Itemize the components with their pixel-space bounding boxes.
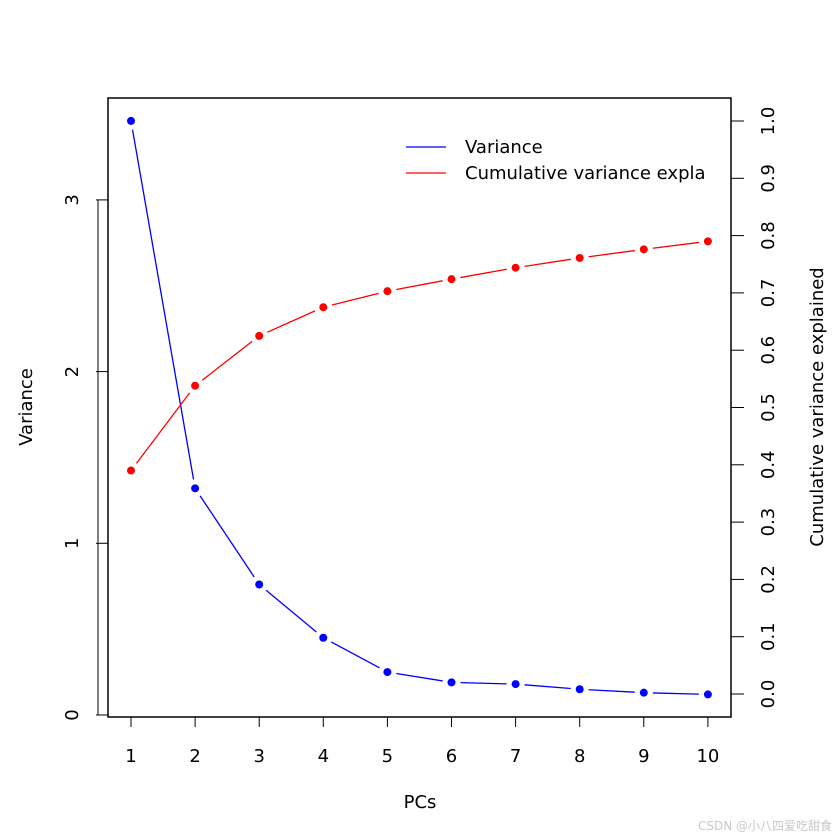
- x-axis-label: PCs: [404, 792, 437, 813]
- data-point: [703, 690, 712, 699]
- series-layer: [127, 116, 712, 699]
- y2-tick-label: 0.5: [758, 393, 779, 422]
- data-point: [127, 116, 135, 125]
- data-point: [575, 253, 584, 262]
- y2-tick-label: 0.7: [758, 279, 779, 308]
- data-point: [255, 580, 264, 589]
- y-axis-right: 0.0 0.1 0.2 0.3 0.4 0.5 0.6 0.7 0.8 0.9 1.0: [730, 107, 779, 709]
- y2-tick-label: 0.0: [758, 680, 779, 709]
- data-point: [447, 275, 456, 284]
- x-tick-label: 3: [253, 746, 264, 767]
- y-tick-label: 0: [62, 709, 83, 720]
- y2-tick-label: 0.4: [758, 450, 779, 479]
- legend-label: Variance: [465, 137, 543, 158]
- series-cumulative: [127, 237, 712, 475]
- x-tick-label: 5: [382, 746, 393, 767]
- data-point: [127, 466, 135, 475]
- y-tick-label: 2: [62, 366, 83, 377]
- y2-tick-label: 0.8: [758, 221, 779, 250]
- watermark: CSDN @小八四爱吃甜食: [697, 819, 832, 833]
- x-tick-label: 9: [638, 746, 649, 767]
- x-tick-label: 2: [189, 746, 200, 767]
- x-tick-label: 7: [510, 746, 521, 767]
- data-point: [703, 237, 712, 246]
- data-point: [575, 685, 584, 694]
- x-tick-label: 4: [318, 746, 329, 767]
- data-point: [639, 688, 648, 697]
- y-axis-left: 0 1 2 3: [62, 194, 108, 721]
- legend: Variance Cumulative variance expla: [406, 137, 706, 184]
- y2-tick-label: 0.3: [758, 508, 779, 537]
- x-tick-label: 6: [446, 746, 457, 767]
- y-tick-label: 1: [62, 538, 83, 549]
- y2-axis-label: Cumulative variance explained: [807, 267, 828, 546]
- plot-frame: [107, 97, 732, 718]
- y-tick-label: 3: [62, 194, 83, 205]
- x-tick-label: 10: [696, 746, 719, 767]
- data-point: [191, 484, 200, 493]
- data-point: [383, 668, 392, 677]
- data-point: [383, 287, 392, 296]
- x-axis: 1 2 3 4 5 6 7 8 9 10: [125, 716, 719, 767]
- y2-tick-label: 0.6: [758, 336, 779, 365]
- data-point: [319, 303, 328, 312]
- data-point: [191, 381, 200, 390]
- data-point: [511, 263, 520, 272]
- y2-tick-label: 1.0: [758, 107, 779, 136]
- data-point: [255, 331, 264, 340]
- y2-tick-label: 0.1: [758, 622, 779, 651]
- x-tick-label: 8: [574, 746, 585, 767]
- data-point: [511, 680, 520, 689]
- y2-tick-label: 0.2: [758, 565, 779, 594]
- series-variance: [127, 116, 712, 699]
- data-point: [447, 678, 456, 687]
- data-point: [319, 633, 328, 642]
- y-axis-label: Variance: [16, 368, 37, 446]
- data-point: [639, 245, 648, 254]
- y2-tick-label: 0.9: [758, 164, 779, 193]
- legend-label: Cumulative variance expla: [465, 163, 706, 184]
- x-tick-label: 1: [125, 746, 136, 767]
